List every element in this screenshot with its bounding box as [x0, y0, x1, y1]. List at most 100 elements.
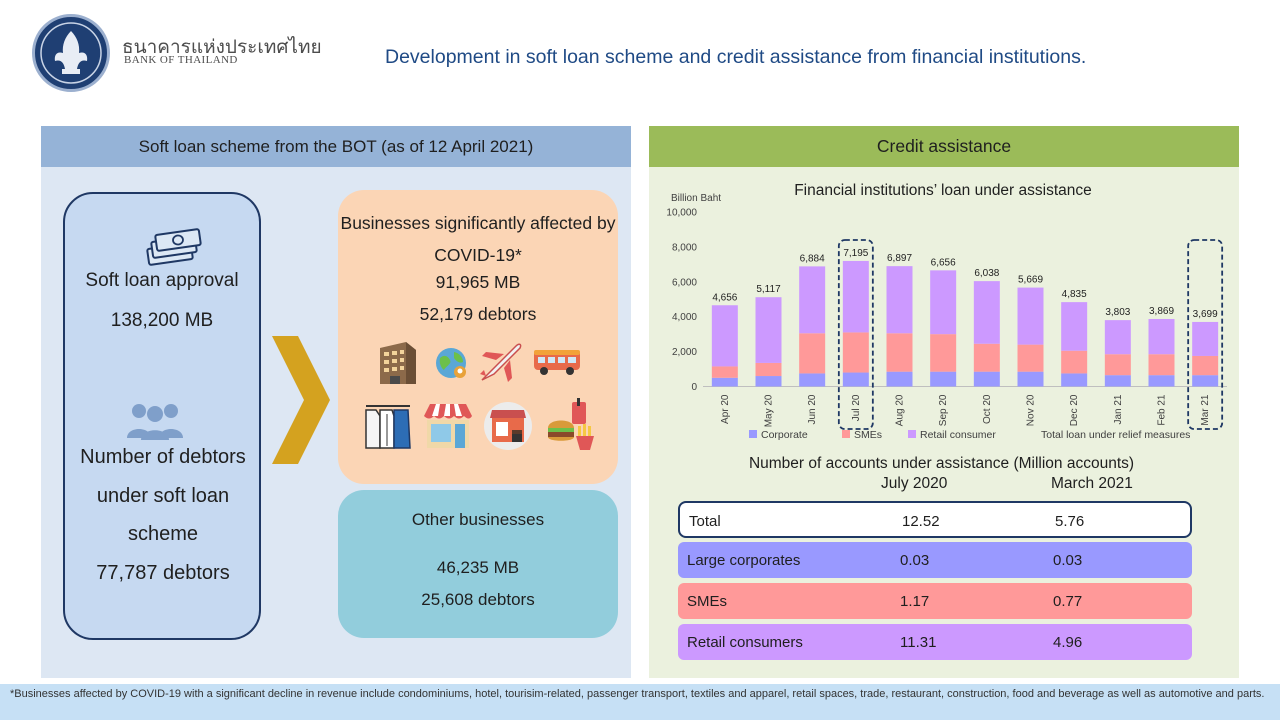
- bank-name-thai: ธนาคารแห่งประเทศไทย: [122, 36, 322, 58]
- other-businesses-card: Other businesses 46,235 MB 25,608 debtor…: [338, 490, 618, 638]
- bar-retail-consumer: [886, 266, 913, 334]
- total-data-label: 6,656: [931, 257, 956, 268]
- credit-assistance-panel: Credit assistance Financial institutions…: [649, 126, 1239, 678]
- bank-name-english: BANK OF THAILAND: [124, 54, 238, 66]
- bar-corporate: [973, 371, 1000, 387]
- tourism-globe-icon: [436, 348, 466, 378]
- total-data-label: 7,195: [843, 248, 868, 259]
- bar-retail-consumer: [1104, 320, 1131, 355]
- x-tick-label: Feb 21: [1157, 394, 1168, 426]
- table-row-large-corporates: Large corporates 0.03 0.03: [678, 542, 1192, 578]
- bar-smes: [755, 362, 782, 377]
- row-value-march: 4.96: [1053, 634, 1083, 651]
- bar-retail-consumer: [755, 297, 782, 363]
- bar-smes: [711, 366, 738, 378]
- total-data-label: 4,835: [1062, 289, 1087, 300]
- bar-corporate: [1104, 375, 1131, 387]
- soft-loan-panel: Soft loan scheme from the BOT (as of 12 …: [41, 126, 631, 678]
- total-data-label: 6,897: [887, 253, 912, 264]
- other-debtors: 25,608 debtors: [421, 590, 535, 609]
- bot-logo: [32, 14, 110, 92]
- x-tick-label: May 20: [764, 394, 775, 427]
- bar-smes: [930, 334, 957, 372]
- y-tick-label: 8,000: [672, 242, 697, 253]
- bar-retail-consumer: [973, 281, 1000, 344]
- condominium-icon: [380, 342, 416, 384]
- bar-corporate: [1017, 371, 1044, 387]
- legend-swatch: [749, 430, 757, 438]
- legend-entry: Corporate: [761, 429, 808, 441]
- affected-title: Businesses significantly affected by COV…: [340, 213, 616, 265]
- bar-retail-consumer: [1148, 318, 1175, 355]
- affected-debtors: 52,179 debtors: [419, 304, 537, 324]
- bar-smes: [842, 332, 869, 373]
- garuda-emblem-icon: [40, 22, 102, 84]
- loan-assistance-chart: Financial institutions’ loan under assis…: [666, 182, 1227, 441]
- people-group-icon: [127, 404, 183, 440]
- y-tick-label: 6,000: [672, 277, 697, 288]
- x-tick-label: Jan 21: [1113, 394, 1124, 424]
- table-row-retail-consumers: Retail consumers 11.31 4.96: [678, 624, 1192, 660]
- highlight-box: [1187, 239, 1224, 430]
- total-data-label: 5,669: [1018, 275, 1043, 286]
- credit-assistance-header: Credit assistance: [649, 126, 1239, 167]
- y-axis-label: Billion Baht: [671, 193, 721, 204]
- x-tick-label: Sep 20: [938, 394, 949, 426]
- food-icon: [548, 398, 594, 450]
- row-value-july: 0.03: [900, 552, 930, 569]
- x-tick-label: Oct 20: [982, 394, 993, 424]
- bar-corporate: [1148, 375, 1175, 387]
- bar-corporate: [886, 371, 913, 387]
- column-july-2020: July 2020: [881, 475, 948, 492]
- bar-smes: [1192, 355, 1219, 376]
- soft-loan-approval-card: Soft loan approval 138,200 MB Number of …: [63, 192, 261, 640]
- total-data-label: 4,656: [712, 292, 737, 303]
- column-march-2021: March 2021: [1051, 475, 1133, 492]
- bus-icon: [534, 350, 580, 375]
- restaurant-icon: [484, 402, 532, 450]
- affected-businesses-card: Businesses significantly affected by COV…: [338, 190, 618, 484]
- bar-retail-consumer: [930, 270, 957, 335]
- bar-retail-consumer: [842, 260, 869, 333]
- table-row-smes: SMEs 1.17 0.77: [678, 583, 1192, 619]
- row-value-july: 11.31: [900, 634, 937, 651]
- legend-entry: SMEs: [854, 429, 882, 441]
- total-data-label: 3,803: [1105, 307, 1130, 318]
- highlight-box: [837, 239, 874, 430]
- bar-smes: [886, 333, 913, 372]
- bar-smes: [799, 333, 826, 374]
- bar-retail-consumer: [711, 305, 738, 367]
- x-tick-label: Nov 20: [1026, 394, 1037, 426]
- bar-smes: [1148, 354, 1175, 376]
- bar-corporate: [711, 377, 738, 387]
- row-label: Retail consumers: [687, 634, 803, 651]
- legend-swatch: [908, 430, 916, 438]
- other-title: Other businesses: [411, 510, 545, 529]
- soft-loan-header: Soft loan scheme from the BOT (as of 12 …: [41, 126, 631, 167]
- y-tick-label: 2,000: [672, 347, 697, 358]
- y-tick-label: 10,000: [666, 208, 697, 219]
- bar-retail-consumer: [1061, 302, 1088, 351]
- x-tick-label: Apr 20: [720, 394, 731, 424]
- debtors-label-text: Number of debtors under soft loan scheme: [80, 446, 246, 545]
- bar-smes: [973, 343, 1000, 372]
- y-tick-label: 4,000: [672, 312, 697, 323]
- row-value-march: 0.03: [1053, 552, 1083, 569]
- page-title: Development in soft loan scheme and cred…: [385, 46, 1087, 68]
- bar-retail-consumer: [1017, 287, 1044, 345]
- legend-swatch: [842, 430, 850, 438]
- row-value-july: 12.52: [902, 513, 940, 530]
- bar-retail-consumer: [1192, 321, 1219, 356]
- total-data-label: 3,699: [1193, 309, 1218, 320]
- chevron-right-icon: [272, 336, 330, 464]
- bar-corporate: [930, 371, 957, 387]
- y-tick-label: 0: [691, 382, 697, 393]
- x-tick-label: Dec 20: [1069, 394, 1080, 426]
- x-tick-label: Aug 20: [895, 394, 906, 426]
- debtors-value: 77,787 debtors: [96, 561, 230, 584]
- retail-shop-icon: [424, 404, 472, 448]
- x-tick-label: Jun 20: [807, 394, 818, 424]
- bar-smes: [1061, 350, 1088, 374]
- row-label: SMEs: [687, 593, 728, 610]
- bar-smes: [1104, 354, 1131, 376]
